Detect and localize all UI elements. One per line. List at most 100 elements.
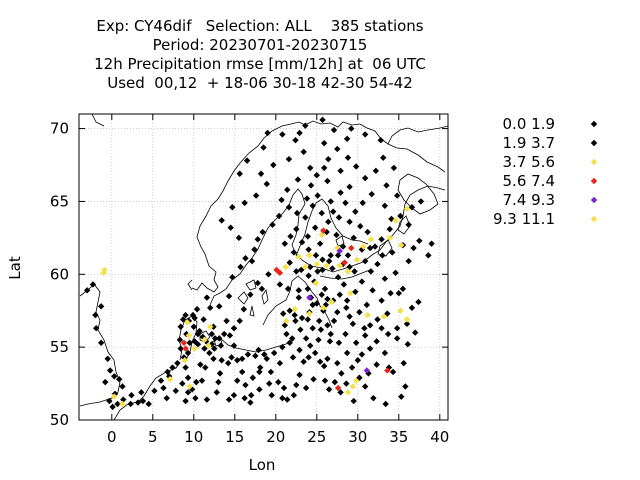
data-point xyxy=(349,383,357,390)
x-axis-label: Lon xyxy=(249,456,276,474)
data-point xyxy=(306,294,313,301)
data-point xyxy=(184,389,192,396)
data-point xyxy=(177,345,184,352)
data-point xyxy=(184,319,191,326)
data-point xyxy=(330,317,338,325)
chart-title: Exp: CY46dif Selection: ALL 385 stations… xyxy=(0,17,520,93)
x-tick-label: 30 xyxy=(348,428,367,446)
data-point xyxy=(378,325,385,332)
data-point xyxy=(317,326,325,333)
data-point xyxy=(390,164,398,172)
data-point xyxy=(177,323,184,330)
data-point xyxy=(283,317,290,325)
data-point xyxy=(309,325,316,332)
data-point xyxy=(119,383,126,390)
data-point xyxy=(218,357,225,364)
data-point xyxy=(172,387,179,395)
data-point xyxy=(182,345,189,352)
data-point xyxy=(286,307,293,314)
data-point xyxy=(263,180,270,188)
data-point xyxy=(352,163,360,170)
data-point xyxy=(286,339,293,346)
data-point xyxy=(342,330,349,338)
data-point xyxy=(298,314,306,322)
data-point xyxy=(138,389,145,396)
data-point xyxy=(264,129,271,137)
data-point xyxy=(179,316,187,323)
data-point xyxy=(260,144,267,151)
data-point xyxy=(384,367,391,374)
data-point xyxy=(217,342,225,349)
legend-label: 5.6 7.4 xyxy=(503,172,555,190)
data-point xyxy=(193,378,200,386)
data-point xyxy=(180,339,188,346)
data-point xyxy=(236,170,243,177)
data-point xyxy=(353,256,361,263)
data-point xyxy=(280,384,288,392)
data-point xyxy=(241,394,248,402)
data-point xyxy=(366,244,374,252)
data-point xyxy=(348,125,355,132)
data-point xyxy=(202,364,209,371)
data-point xyxy=(381,349,389,357)
data-point xyxy=(284,285,292,293)
legend-marker xyxy=(590,158,598,166)
data-point xyxy=(279,394,286,402)
data-point xyxy=(344,252,352,259)
data-point xyxy=(398,241,405,249)
data-point xyxy=(184,374,192,381)
data-point xyxy=(268,392,275,399)
data-point xyxy=(384,330,392,338)
data-point xyxy=(404,341,412,348)
data-point xyxy=(307,263,314,271)
data-point xyxy=(97,303,105,310)
data-point xyxy=(368,190,375,198)
data-point xyxy=(249,374,257,381)
data-point xyxy=(341,259,348,266)
data-point xyxy=(351,268,358,275)
data-point xyxy=(327,252,334,259)
data-point xyxy=(349,320,357,328)
legend-marker xyxy=(590,139,598,147)
data-point xyxy=(343,297,351,304)
data-point xyxy=(403,320,411,328)
data-point xyxy=(343,349,351,357)
data-point xyxy=(369,287,376,294)
data-point xyxy=(201,345,208,352)
data-point xyxy=(339,243,347,250)
data-point xyxy=(295,253,302,260)
data-point xyxy=(211,335,219,342)
series-5 xyxy=(306,247,371,374)
y-tick-label: 55 xyxy=(50,338,69,356)
data-point xyxy=(358,278,366,285)
data-point xyxy=(392,269,399,277)
data-point xyxy=(104,355,111,362)
data-point xyxy=(344,268,352,275)
data-point xyxy=(163,394,170,402)
tick-labels: 0 5 10 15 20 25 30 35 40 50 55 60 65 70 xyxy=(50,120,449,446)
data-point xyxy=(207,304,214,311)
data-point xyxy=(285,155,293,163)
data-point xyxy=(321,377,329,384)
data-point xyxy=(294,176,302,183)
data-point xyxy=(197,361,204,368)
data-point xyxy=(115,376,123,383)
data-point xyxy=(120,396,127,403)
data-point xyxy=(382,400,389,408)
data-point xyxy=(109,403,116,411)
data-point xyxy=(254,236,261,243)
data-point xyxy=(320,164,328,172)
data-point xyxy=(340,281,348,288)
data-point xyxy=(316,317,323,325)
data-point xyxy=(270,161,277,169)
data-point xyxy=(169,364,176,371)
data-point xyxy=(306,310,313,317)
data-point xyxy=(346,218,353,226)
data-point xyxy=(352,288,359,295)
data-point xyxy=(386,225,393,233)
data-point xyxy=(190,323,197,330)
data-point xyxy=(279,131,286,138)
data-point xyxy=(275,212,283,220)
data-point xyxy=(128,392,135,399)
